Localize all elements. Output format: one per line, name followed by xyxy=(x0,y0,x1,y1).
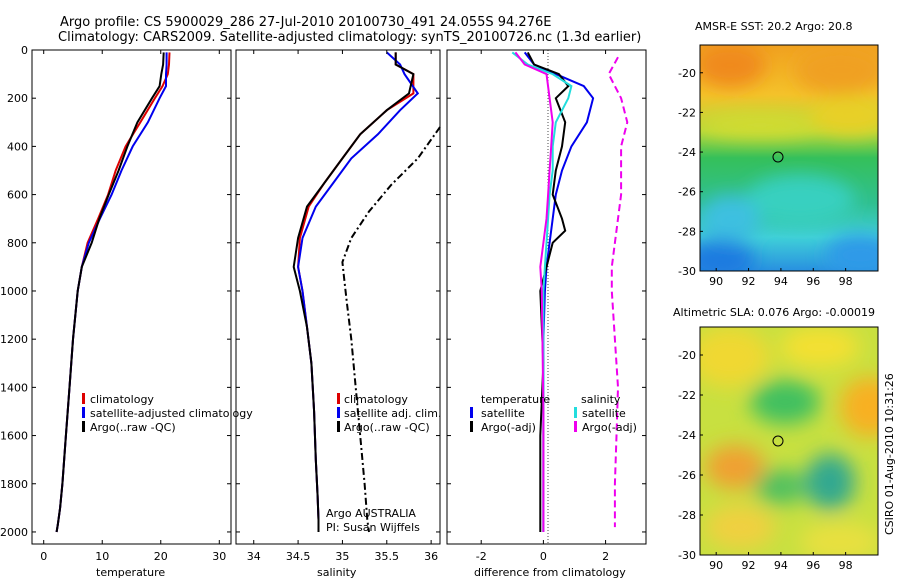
series-line-3 xyxy=(514,51,554,532)
legend-swatch-sal-satellite xyxy=(574,407,577,418)
y-tick-label: 1200 xyxy=(0,333,28,346)
map-y-tick-label: -24 xyxy=(678,146,696,159)
map-x-tick-label: 98 xyxy=(839,559,853,572)
map-x-tick-label: 98 xyxy=(839,275,853,288)
legend-label: satellite xyxy=(582,407,626,420)
salinity-panel: 34 34.5 35 35.5 36 salinity Argo AUSTRALIA P… xyxy=(235,49,441,579)
float-marker-icon xyxy=(772,151,784,163)
legend-swatch-temp-argo xyxy=(470,421,473,432)
map-y-tick-label: -26 xyxy=(678,469,696,482)
sla-map: 90 92 94 96 98 -20 -22 -24 -26 -28 -30 xyxy=(678,326,879,572)
difference-xlabel: difference from climatology xyxy=(474,566,626,579)
map-y-tick-label: -26 xyxy=(678,186,696,199)
legend-swatch-satellite xyxy=(337,407,340,418)
y-tick-label: 0 xyxy=(21,44,28,57)
series-line-4 xyxy=(607,56,629,528)
y-tick-label: 1400 xyxy=(0,381,28,394)
legend-header-salinity: salinity xyxy=(581,393,621,406)
legend-label: satellite-adjusted climatology xyxy=(90,407,253,420)
series-line-2 xyxy=(55,52,165,533)
x-tick-label: 30 xyxy=(212,550,226,563)
legend-label: satellite xyxy=(481,407,525,420)
x-tick-label: 36 xyxy=(424,550,438,563)
temperature-legend: climatology satellite-adjusted climatolo… xyxy=(82,393,253,434)
x-tick-label: 35.5 xyxy=(375,550,400,563)
map-y-tick-label: -28 xyxy=(678,225,696,238)
sst-map: 90 92 94 96 98 -20 -22 -24 -26 -28 -30 xyxy=(678,44,879,288)
salinity-xlabel: salinity xyxy=(317,566,357,579)
series-line-2 xyxy=(511,51,573,532)
legend-swatch-climatology xyxy=(82,393,85,404)
timestamp-stamp: CSIRO 01-Aug-2010 10:31:26 xyxy=(883,373,896,535)
y-tick-label: 200 xyxy=(7,92,28,105)
legend-swatch-argo xyxy=(82,421,85,432)
sst-field xyxy=(700,45,878,271)
x-tick-label: 10 xyxy=(95,550,109,563)
sst-map-title: AMSR-E SST: 20.2 Argo: 20.8 xyxy=(695,20,853,33)
x-tick-label: 20 xyxy=(154,550,168,563)
legend-label: climatology xyxy=(90,393,154,406)
map-y-tick-label: -22 xyxy=(678,106,696,119)
legend-label: satellite adj. clim. xyxy=(344,407,441,420)
map-y-tick-label: -20 xyxy=(678,349,696,362)
legend-header-temperature: temperature xyxy=(481,393,550,406)
map-y-tick-label: -22 xyxy=(678,389,696,402)
figure-title-line1: Argo profile: CS 5900029_286 27-Jul-2010… xyxy=(60,15,551,30)
salinity-legend: climatology satellite adj. clim. Argo(..… xyxy=(337,393,441,434)
map-y-tick-label: -24 xyxy=(678,429,696,442)
map-x-tick-label: 92 xyxy=(742,559,756,572)
pi-label: PI: Susan Wijffels xyxy=(326,521,420,534)
legend-label: Argo(-adj) xyxy=(582,421,637,434)
map-x-tick-label: 96 xyxy=(806,559,820,572)
map-x-tick-label: 94 xyxy=(774,559,788,572)
difference-legend: temperature satellite Argo(-adj) salinit… xyxy=(470,393,637,434)
y-tick-label: 1000 xyxy=(0,285,28,298)
y-tick-label: 600 xyxy=(7,189,28,202)
sla-field xyxy=(700,327,878,555)
x-tick-label: 34.5 xyxy=(286,550,311,563)
legend-label: Argo(..raw -QC) xyxy=(344,421,430,434)
y-tick-label: 1800 xyxy=(0,478,28,491)
sla-map-title: Altimetric SLA: 0.076 Argo: -0.00019 xyxy=(673,306,875,319)
y-tick-label: 400 xyxy=(7,140,28,153)
difference-panel: -2 0 2 difference from climatology xyxy=(446,49,647,579)
legend-swatch-sal-argo xyxy=(574,421,577,432)
x-tick-label: 34 xyxy=(247,550,261,563)
legend-swatch-argo xyxy=(337,421,340,432)
map-y-tick-label: -30 xyxy=(678,549,696,562)
legend-label: climatology xyxy=(344,393,408,406)
y-tick-label: 1600 xyxy=(0,430,28,443)
y-tick-label: 2000 xyxy=(0,526,28,539)
figure-title-line2: Climatology: CARS2009. Satellite-adjuste… xyxy=(58,30,641,45)
x-tick-label: 0 xyxy=(540,550,547,563)
legend-label: Argo(..raw -QC) xyxy=(90,421,176,434)
legend-swatch-climatology xyxy=(337,393,340,404)
map-y-tick-label: -20 xyxy=(678,67,696,80)
legend-swatch-satellite xyxy=(82,407,85,418)
institution-label: Argo AUSTRALIA xyxy=(326,507,416,520)
map-x-tick-label: 90 xyxy=(709,275,723,288)
map-x-tick-label: 96 xyxy=(806,275,820,288)
legend-label: Argo(-adj) xyxy=(481,421,536,434)
temperature-xlabel: temperature xyxy=(96,566,165,579)
float-marker-icon xyxy=(772,435,784,447)
map-y-tick-label: -30 xyxy=(678,265,696,278)
x-tick-label: 2 xyxy=(602,550,609,563)
series-line-2 xyxy=(292,52,415,532)
legend-swatch-temp-satellite xyxy=(470,407,473,418)
map-y-tick-label: -28 xyxy=(678,509,696,522)
y-tick-label: 800 xyxy=(7,237,28,250)
x-tick-label: 35 xyxy=(335,550,349,563)
x-tick-label: -2 xyxy=(476,550,487,563)
map-x-tick-label: 90 xyxy=(709,559,723,572)
series-line-3 xyxy=(341,126,441,533)
map-x-tick-label: 94 xyxy=(774,275,788,288)
x-tick-label: 0 xyxy=(40,550,47,563)
map-x-tick-label: 92 xyxy=(742,275,756,288)
temperature-panel: 0 10 20 30 0 200 400 600 800 1000 1200 1400 1600 1800… xyxy=(0,44,232,579)
